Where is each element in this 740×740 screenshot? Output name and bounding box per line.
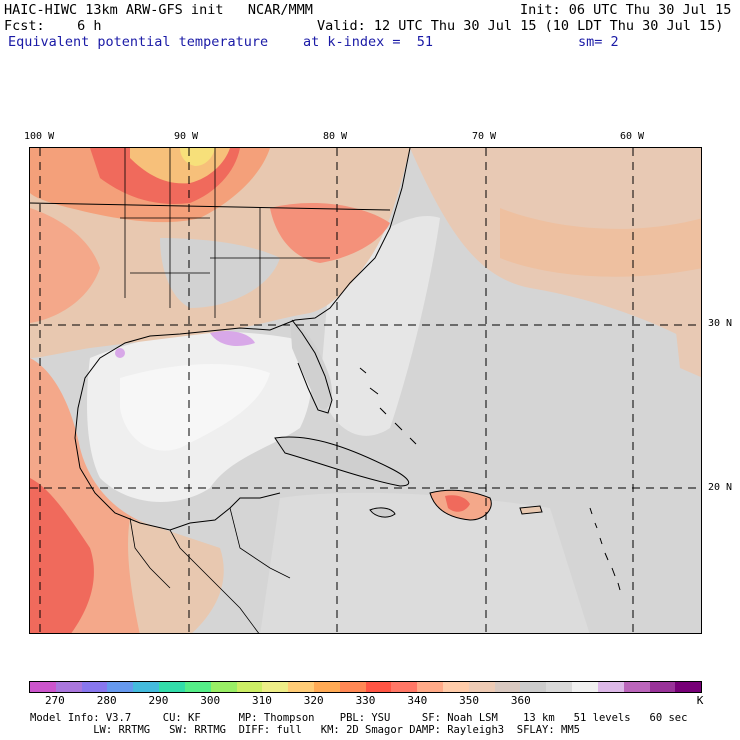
colorbar-tick-label: 290 <box>148 694 169 707</box>
southern-us-gray <box>160 238 280 308</box>
forecast-hour: Fcst: 6 h <box>4 18 102 34</box>
mexico-hot-region <box>30 478 94 633</box>
colorbar-cell <box>520 682 547 692</box>
colorbar-tick-label: 320 <box>303 694 324 707</box>
state-borders <box>120 148 330 318</box>
carolina-warm <box>270 203 390 263</box>
colorbar-cell <box>133 682 160 692</box>
colorbar-tick-label: 310 <box>252 694 272 707</box>
atlantic-orange-band <box>500 208 701 277</box>
lon-label-100w: 100 W <box>24 131 55 142</box>
colorbar-cell <box>184 682 211 692</box>
colorbar-cell <box>417 682 443 692</box>
map-canvas <box>30 148 701 633</box>
colorbar-cell <box>597 682 624 692</box>
jamaica <box>369 507 396 518</box>
colorbar <box>29 681 702 693</box>
colorbar-cell <box>365 682 392 692</box>
colorbar-cell <box>55 682 82 692</box>
lat-label-20n: 20 N <box>708 482 733 493</box>
colorbar-tick-label: 280 <box>96 694 117 707</box>
texas-warm <box>30 208 100 323</box>
colorbar-cell <box>572 682 598 692</box>
init-time: Init: 06 UTC Thu 30 Jul 15 <box>520 2 732 18</box>
colorbar-cell <box>443 682 469 692</box>
colorbar-unit: K <box>696 694 704 707</box>
colorbar-tick-label: 270 <box>44 694 65 707</box>
florida-coastline <box>291 319 333 414</box>
field-name: Equivalent potential temperature <box>8 34 269 50</box>
colorbar-cell <box>623 682 650 692</box>
colorbar-cell <box>210 682 237 692</box>
colorbar-cell <box>30 682 56 692</box>
lon-label-60w: 60 W <box>620 131 645 142</box>
lat-label-30n: 30 N <box>708 318 733 329</box>
colorbar-cell <box>107 682 134 692</box>
colorbar-cell <box>262 682 289 692</box>
caribbean-sea <box>260 492 590 633</box>
level-info: at k-index = 51 <box>303 34 434 50</box>
colorbar-cell <box>494 682 521 692</box>
gulf-violet-patch <box>210 331 255 346</box>
colorbar-cell <box>159 682 185 692</box>
lesser-antilles <box>589 507 621 591</box>
central-america-borders <box>129 507 291 633</box>
atlantic-east-band <box>670 268 701 378</box>
colorbar-tick-label: 330 <box>355 694 376 707</box>
colorbar-tick-label: 300 <box>200 694 221 707</box>
hispaniola-hot <box>445 495 470 512</box>
gulf-light-core <box>120 363 270 451</box>
colorbar-cell <box>339 682 366 692</box>
model-info-line1: Model Info: V3.7 CU: KF MP: Thompson PBL… <box>30 712 688 724</box>
border-line <box>30 202 391 211</box>
colorbar-cell <box>675 682 702 692</box>
model-title: HAIC-HIWC 13km ARW-GFS init NCAR/MMM <box>4 2 313 18</box>
florida-peninsula <box>290 318 332 409</box>
smoothing-info: sm= 2 <box>578 34 619 50</box>
valid-time: Valid: 12 UTC Thu 30 Jul 15 (10 LDT Thu … <box>317 18 724 34</box>
bahamas-islands <box>359 367 417 445</box>
colorbar-cell <box>546 682 573 692</box>
graticule <box>30 148 701 633</box>
colorbar-cell <box>391 682 418 692</box>
lon-label-90w: 90 W <box>174 131 199 142</box>
central-america-land <box>128 518 224 633</box>
violet-spot <box>115 348 125 358</box>
colorbar-cell <box>288 682 314 692</box>
colorbar-cell <box>313 682 340 692</box>
colorbar-tick-label: 360 <box>510 694 531 707</box>
coastline <box>74 148 411 531</box>
lon-label-80w: 80 W <box>323 131 348 142</box>
colorbar-tick-label: 340 <box>407 694 428 707</box>
colorbar-cell <box>649 682 676 692</box>
lon-label-70w: 70 W <box>472 131 497 142</box>
model-info-line2: LW: RRTMG SW: RRTMG DIFF: full KM: 2D Sm… <box>30 724 580 736</box>
theta-e-map <box>29 147 702 634</box>
puerto-rico <box>519 505 543 515</box>
colorbar-tick-label: 350 <box>459 694 479 707</box>
colorbar-cell <box>236 682 263 692</box>
colorbar-cell <box>81 682 108 692</box>
cuba <box>274 436 410 487</box>
colorbar-cell <box>468 682 495 692</box>
